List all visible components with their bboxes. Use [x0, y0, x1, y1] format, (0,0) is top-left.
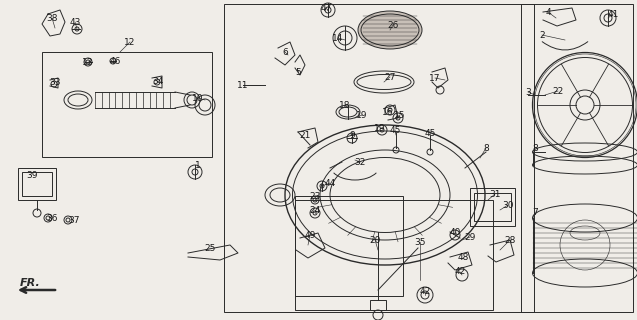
- Text: 32: 32: [354, 157, 366, 166]
- Text: 8: 8: [532, 143, 538, 153]
- Text: 29: 29: [464, 233, 476, 242]
- Text: 38: 38: [47, 13, 58, 22]
- Text: 10: 10: [192, 93, 204, 102]
- Text: 33: 33: [49, 77, 61, 86]
- Text: 26: 26: [387, 20, 399, 29]
- Bar: [474, 193, 511, 221]
- Text: 13: 13: [82, 58, 94, 67]
- Text: 21: 21: [299, 131, 311, 140]
- Bar: [42, 52, 212, 157]
- Text: 44: 44: [324, 179, 336, 188]
- Text: 1: 1: [195, 161, 201, 170]
- Text: 6: 6: [282, 47, 288, 57]
- Text: 37: 37: [68, 215, 80, 225]
- Bar: [521, 4, 633, 312]
- Text: 18: 18: [340, 100, 351, 109]
- Text: 42: 42: [419, 287, 431, 297]
- Text: 35: 35: [414, 237, 426, 246]
- Text: 28: 28: [505, 236, 516, 244]
- Text: 40: 40: [449, 228, 461, 236]
- Text: 25: 25: [204, 244, 216, 252]
- Text: 15: 15: [394, 110, 406, 119]
- Text: 14: 14: [333, 34, 344, 43]
- Bar: [470, 188, 515, 226]
- Bar: [224, 4, 534, 312]
- Text: 36: 36: [47, 213, 58, 222]
- Text: 48: 48: [457, 253, 469, 262]
- Text: 41: 41: [607, 10, 619, 19]
- Text: 47: 47: [320, 4, 332, 12]
- Text: 27: 27: [384, 73, 396, 82]
- Text: 17: 17: [429, 74, 441, 83]
- Text: 4: 4: [545, 7, 551, 17]
- Text: 22: 22: [552, 86, 564, 95]
- Text: 20: 20: [369, 236, 381, 244]
- Bar: [18, 168, 56, 200]
- Text: 5: 5: [295, 68, 301, 76]
- Text: 45: 45: [424, 129, 436, 138]
- Bar: [22, 172, 52, 196]
- Text: FR.: FR.: [20, 278, 41, 288]
- Text: 34: 34: [152, 76, 164, 85]
- Text: 16: 16: [382, 108, 394, 116]
- Text: 8: 8: [483, 143, 489, 153]
- Ellipse shape: [358, 11, 422, 49]
- Text: 49: 49: [304, 230, 316, 239]
- Text: 19: 19: [375, 124, 386, 132]
- Text: 19: 19: [356, 110, 368, 119]
- Text: 2: 2: [539, 30, 545, 39]
- Text: 43: 43: [69, 18, 81, 27]
- Text: 46: 46: [110, 57, 120, 66]
- Bar: [295, 200, 493, 310]
- Text: 31: 31: [489, 189, 501, 198]
- Text: 9: 9: [349, 131, 355, 140]
- Text: 45: 45: [389, 125, 401, 134]
- Text: 12: 12: [124, 37, 136, 46]
- Text: 23: 23: [310, 191, 320, 201]
- Text: 7: 7: [532, 207, 538, 217]
- Text: 24: 24: [310, 205, 320, 214]
- Bar: [370, 300, 386, 310]
- Text: 39: 39: [26, 171, 38, 180]
- Text: 3: 3: [525, 87, 531, 97]
- Text: 30: 30: [502, 201, 514, 210]
- Bar: [295, 196, 403, 296]
- Text: 11: 11: [237, 81, 249, 90]
- Text: 42: 42: [454, 268, 466, 276]
